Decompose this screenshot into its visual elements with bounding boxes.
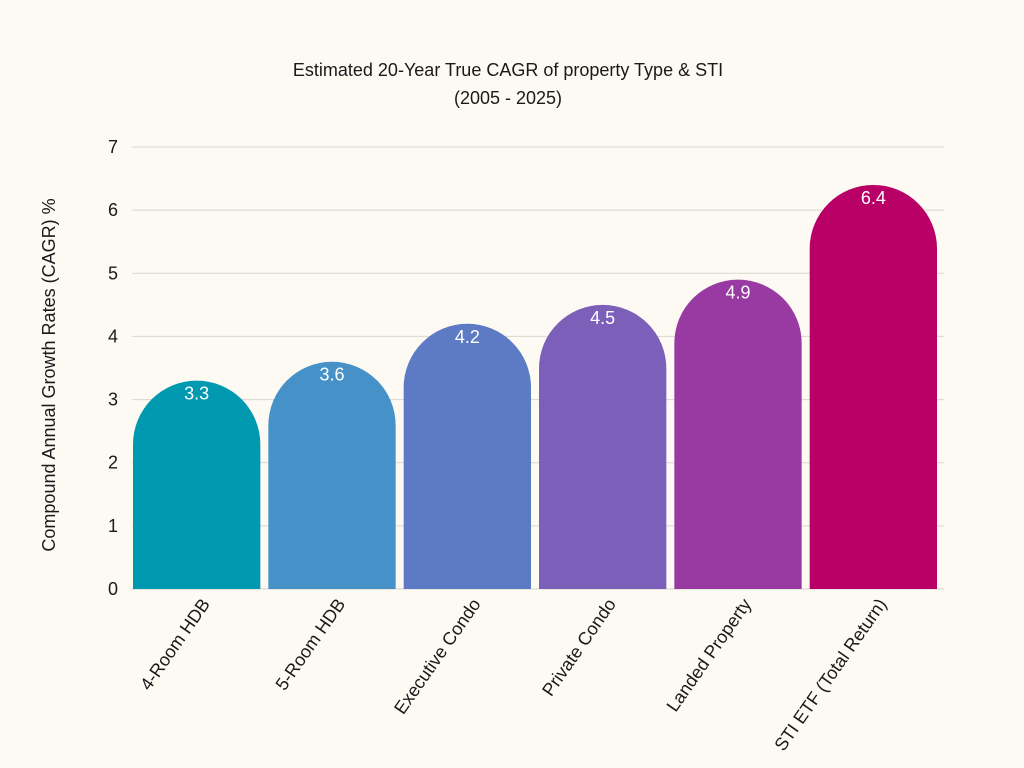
data-label: 4.2 (455, 327, 480, 347)
data-label: 4.9 (725, 283, 750, 303)
data-label: 6.4 (861, 188, 886, 208)
data-labels: 3.3 3.6 4.2 4.5 4.9 6.4 (184, 188, 886, 404)
x-tick-label: STI ETF (Total Return) (770, 595, 890, 755)
data-label: 3.3 (184, 384, 209, 404)
x-tick-label: 4-Room HDB (136, 595, 214, 694)
data-label: 3.6 (319, 365, 344, 385)
data-label: 4.5 (590, 308, 615, 328)
y-tick-label: 2 (108, 453, 118, 473)
x-tick-label: Landed Property (663, 595, 756, 715)
bar (268, 361, 396, 589)
bar (133, 380, 261, 589)
x-axis-ticks: 4-Room HDB 5-Room HDB Executive Condo Priva… (136, 595, 890, 755)
y-axis-ticks: 0 1 2 3 4 5 6 7 (108, 137, 118, 599)
bars (133, 184, 937, 590)
x-tick-label: Private Condo (538, 595, 620, 700)
y-tick-label: 4 (108, 326, 118, 346)
bar (403, 323, 531, 589)
y-tick-label: 7 (108, 137, 118, 157)
chart-subtitle: (2005 - 2025) (454, 88, 562, 108)
y-tick-label: 5 (108, 263, 118, 283)
x-tick-label: Executive Condo (390, 595, 484, 718)
gridlines (132, 146, 944, 590)
x-tick-label: 5-Room HDB (272, 595, 350, 694)
chart-title: Estimated 20-Year True CAGR of property … (293, 60, 723, 80)
y-tick-label: 1 (108, 516, 118, 536)
y-tick-label: 3 (108, 390, 118, 410)
bar (539, 304, 667, 589)
y-tick-label: 0 (108, 579, 118, 599)
y-tick-label: 6 (108, 200, 118, 220)
y-axis-label: Compound Annual Growth Rates (CAGR) % (39, 198, 59, 551)
bar (809, 184, 937, 590)
bar (674, 279, 802, 589)
